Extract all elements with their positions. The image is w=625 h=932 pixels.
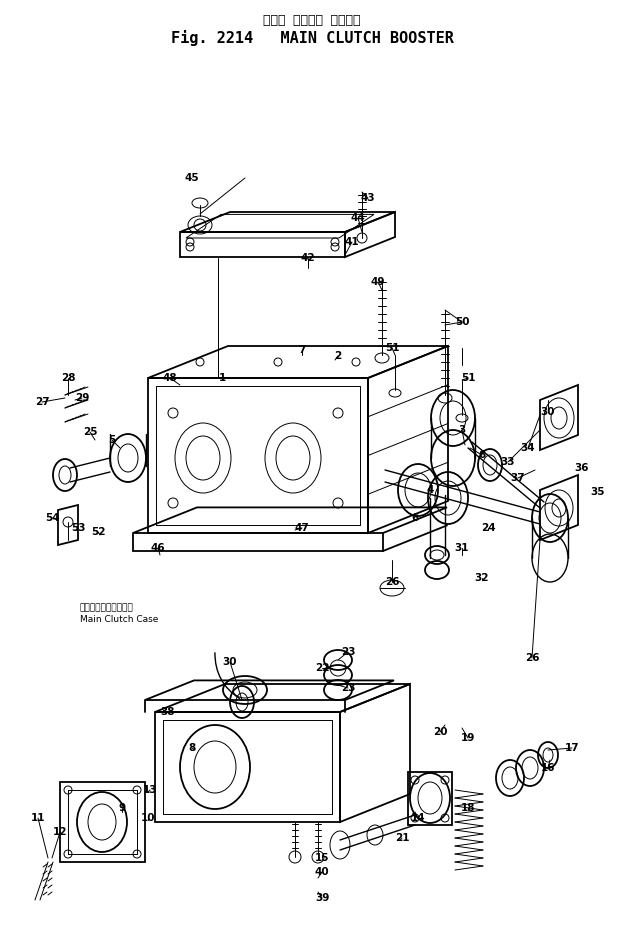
Text: 34: 34 — [521, 443, 535, 453]
Text: 5: 5 — [108, 435, 116, 445]
Text: メイン クラッチ ブースタ: メイン クラッチ ブースタ — [263, 14, 361, 27]
Text: Fig. 2214   MAIN CLUTCH BOOSTER: Fig. 2214 MAIN CLUTCH BOOSTER — [171, 30, 454, 46]
Text: 35: 35 — [591, 487, 605, 497]
Text: 18: 18 — [461, 803, 475, 813]
Text: 20: 20 — [432, 727, 447, 737]
Text: 19: 19 — [461, 733, 475, 743]
Text: 53: 53 — [71, 523, 85, 533]
Text: 41: 41 — [345, 237, 359, 247]
Text: 1: 1 — [218, 373, 226, 383]
Text: 22: 22 — [315, 663, 329, 673]
Text: 51: 51 — [461, 373, 475, 383]
Text: 13: 13 — [142, 785, 158, 795]
Text: 50: 50 — [455, 317, 469, 327]
Text: 23: 23 — [341, 647, 355, 657]
Text: 2: 2 — [334, 351, 342, 361]
Text: 8: 8 — [188, 743, 196, 753]
Text: Main Clutch Case: Main Clutch Case — [80, 615, 158, 624]
Text: 14: 14 — [411, 813, 425, 823]
Text: 29: 29 — [75, 393, 89, 403]
Text: 11: 11 — [31, 813, 45, 823]
Text: 6: 6 — [478, 450, 486, 460]
Text: 52: 52 — [91, 527, 105, 537]
Text: 40: 40 — [315, 867, 329, 877]
Text: 21: 21 — [395, 833, 409, 843]
Text: 3: 3 — [458, 425, 466, 435]
Text: 6: 6 — [411, 513, 419, 523]
Text: メインクラッチケース: メインクラッチケース — [80, 604, 134, 612]
Text: 54: 54 — [45, 513, 59, 523]
Text: 12: 12 — [52, 827, 68, 837]
Text: 39: 39 — [315, 893, 329, 903]
Text: 24: 24 — [481, 523, 496, 533]
Text: 17: 17 — [565, 743, 579, 753]
Text: 26: 26 — [525, 653, 539, 663]
Text: 43: 43 — [361, 193, 375, 203]
Text: 25: 25 — [82, 427, 98, 437]
Text: 26: 26 — [385, 577, 399, 587]
Text: 4: 4 — [426, 485, 434, 495]
Text: 42: 42 — [301, 253, 316, 263]
Text: 44: 44 — [351, 213, 366, 223]
Text: 47: 47 — [294, 523, 309, 533]
Text: 45: 45 — [185, 173, 199, 183]
Text: 48: 48 — [162, 373, 177, 383]
Text: 38: 38 — [161, 707, 175, 717]
Text: 46: 46 — [151, 543, 165, 553]
Text: 10: 10 — [141, 813, 155, 823]
Text: 23: 23 — [341, 683, 355, 693]
Text: 51: 51 — [385, 343, 399, 353]
Text: 32: 32 — [475, 573, 489, 583]
Text: 37: 37 — [511, 473, 525, 483]
Text: 33: 33 — [501, 457, 515, 467]
Text: 7: 7 — [298, 345, 306, 355]
Text: 49: 49 — [371, 277, 385, 287]
Text: 36: 36 — [575, 463, 589, 473]
Text: 27: 27 — [35, 397, 49, 407]
Text: 31: 31 — [455, 543, 469, 553]
Text: 30: 30 — [541, 407, 555, 417]
Text: 16: 16 — [541, 763, 555, 773]
Text: 28: 28 — [61, 373, 75, 383]
Text: 15: 15 — [315, 853, 329, 863]
Text: 30: 30 — [222, 657, 238, 667]
Text: 9: 9 — [119, 803, 126, 813]
